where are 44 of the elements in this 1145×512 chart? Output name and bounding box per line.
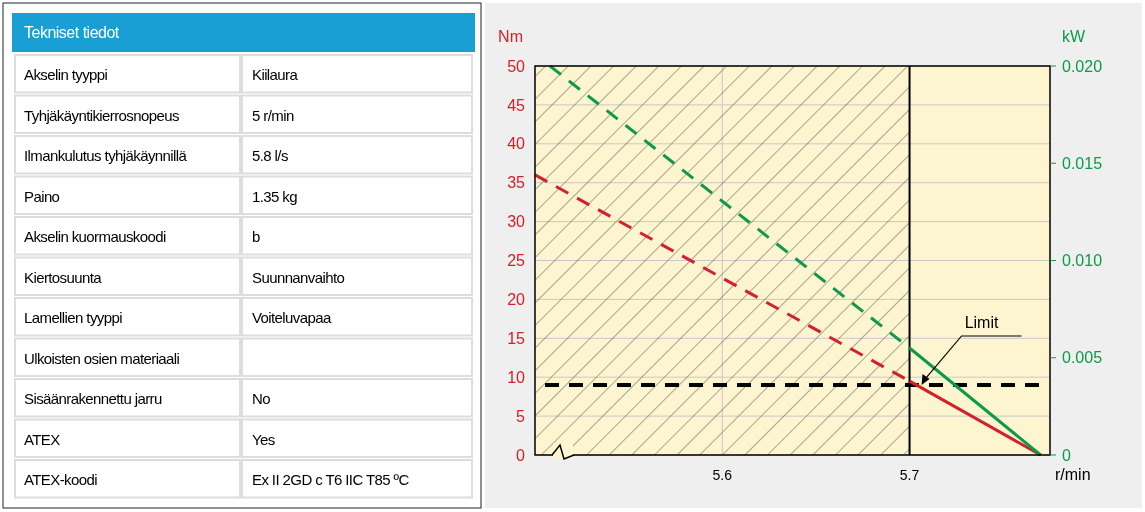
text: No — [252, 390, 270, 407]
category-label: Kiertosuunta — [24, 268, 103, 286]
y-tick-label: 0 — [516, 446, 526, 464]
category-label: ATEX-koodi — [24, 471, 98, 488]
annotation: Limit — [964, 313, 999, 331]
y-tick-label: 20 — [507, 291, 526, 308]
y2-tick-label: 0.015 — [1062, 154, 1103, 172]
text: Yes — [252, 430, 275, 448]
y-tick-label: 10 — [507, 368, 526, 386]
text: Voiteluvapaa — [252, 309, 331, 326]
x-tick-label: 5.6 — [712, 467, 733, 483]
category-label: Tyhjäkäyntikierrosnopeus — [24, 106, 179, 124]
y-tick-label: 25 — [507, 252, 526, 270]
y2-tick-label: 0.020 — [1062, 57, 1103, 75]
category-label: ATEX — [24, 430, 61, 448]
y2-tick-label: 0.005 — [1062, 349, 1103, 367]
y-tick-label: 45 — [507, 96, 526, 114]
x-tick-label: 5.7 — [899, 467, 920, 483]
y2-axis-title: kW — [1062, 28, 1086, 45]
y2-tick-label: 0 — [1062, 446, 1071, 464]
y2-tick-label: 0.010 — [1062, 252, 1103, 270]
text: Ex II 2GD c T6 IIC T85 ºC — [252, 471, 409, 488]
y-tick-label: 40 — [507, 135, 526, 153]
category-label: Ulkoisten osien materiaali — [24, 349, 180, 367]
text: 1.35 kg — [252, 187, 298, 205]
category-label: Akselin tyyppi — [24, 66, 108, 83]
text: Kiilaura — [252, 66, 298, 83]
x-axis-title: r/min — [1055, 466, 1091, 483]
text: b — [252, 228, 260, 245]
y-tick-label: 50 — [507, 57, 526, 75]
text: 5.8 l/s — [252, 147, 288, 164]
category-label: Lamellien tyyppi — [24, 309, 123, 326]
y-tick-label: 15 — [507, 329, 526, 347]
y-tick-label: 30 — [507, 213, 526, 231]
category-label: Akselin kuormauskoodi — [24, 228, 166, 245]
y-axis-title: Nm — [498, 28, 523, 45]
y-tick-label: 5 — [516, 407, 526, 425]
text: Suunnanvaihto — [252, 268, 345, 286]
category-label: Sisäänrakennettu jarru — [24, 390, 162, 407]
text: 5 r/min — [252, 106, 294, 124]
text: Tekniset tiedot — [24, 24, 120, 41]
category-label: Ilmankulutus tyhjäkäynnillä — [24, 147, 188, 164]
category-label: Paino — [24, 187, 60, 205]
y-tick-label: 35 — [507, 174, 526, 192]
